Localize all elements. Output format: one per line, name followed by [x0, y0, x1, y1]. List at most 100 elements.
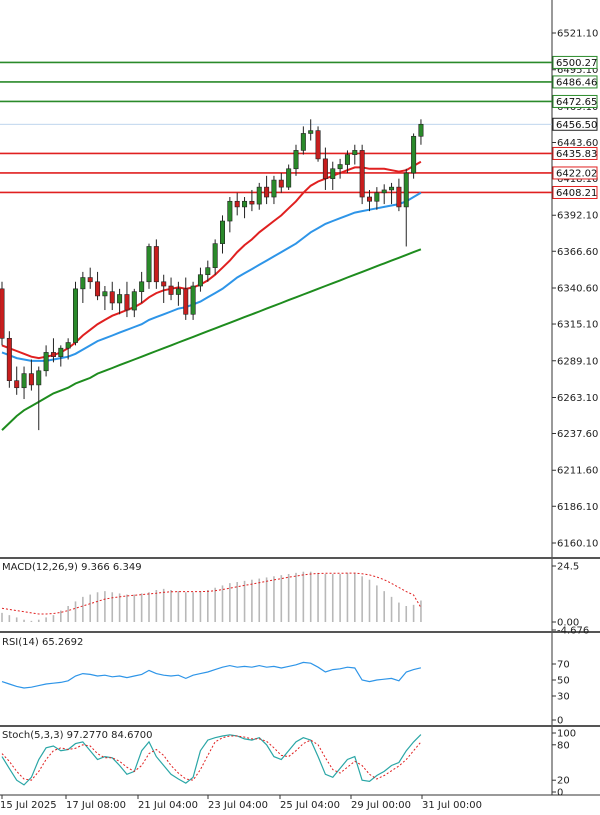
candle-body — [352, 150, 358, 155]
candle-body — [95, 281, 101, 297]
stoch-k-line — [1, 734, 422, 786]
candle-body — [65, 342, 71, 349]
macd-pane: MACD(12,26,9) 9.366 6.349 24.5 0.00-4.676 — [1, 562, 589, 637]
candle-body — [220, 220, 226, 244]
candle-body — [389, 186, 395, 191]
rsi-tick-label: 50 — [557, 676, 570, 687]
macd-label: MACD(12,26,9) 9.366 6.349 — [2, 562, 142, 573]
level-lines — [0, 61, 552, 194]
price-tick-label: 6418.10 — [557, 174, 598, 185]
price-tick-label: 6521.10 — [557, 29, 598, 40]
macd-tick-label: 24.5 — [557, 562, 579, 573]
candle-body — [293, 150, 299, 170]
price-tick-label: 6186.10 — [557, 502, 598, 513]
candle-body — [0, 288, 5, 339]
level-label-box — [552, 75, 598, 89]
candle-body — [21, 373, 27, 389]
candle-body — [168, 285, 174, 295]
stoch-label: Stoch(5,3,3) 97.2770 84.6700 — [2, 730, 153, 741]
price-tick-label: 6366.60 — [557, 247, 598, 258]
time-tick-label: 25 Jul 04:00 — [280, 800, 340, 811]
candle-body — [14, 380, 20, 389]
level-label-box — [552, 146, 598, 160]
price-tick-label: 6237.60 — [557, 429, 598, 440]
candle-body — [322, 158, 328, 179]
candlesticks — [0, 119, 424, 431]
candle-body — [300, 133, 306, 151]
candle-body — [73, 288, 79, 343]
rsi-pane: RSI(14) 65.2692 70 50 30 0 — [1, 637, 570, 727]
level-labels: 6500.27 6486.46 6472.65 6435.83 6422.02 6408.… — [552, 55, 598, 199]
level-label-box — [552, 55, 598, 69]
candle-body — [117, 294, 123, 304]
candle-body — [249, 200, 255, 205]
candle-body — [146, 246, 152, 283]
rsi-tick-label: 0 — [557, 716, 563, 727]
candle-body — [197, 274, 203, 287]
time-axis: 15 Jul 2025 17 Jul 08:00 21 Jul 04:00 23 Ju… — [0, 795, 482, 811]
candle-body — [315, 130, 321, 160]
candle-body — [109, 291, 115, 304]
candle-body — [374, 192, 380, 202]
time-tick-label: 29 Jul 00:00 — [351, 800, 411, 811]
candle-body — [396, 186, 402, 208]
candle-body — [102, 291, 108, 297]
rsi-tick-label: 70 — [557, 660, 570, 671]
rsi-line — [1, 661, 422, 689]
candle-body — [205, 267, 211, 276]
level-label: 6500.27 — [556, 58, 597, 69]
price-tick-label: 6160.10 — [557, 539, 598, 550]
candle-body — [271, 179, 277, 198]
time-tick-label: 17 Jul 08:00 — [66, 800, 126, 811]
rsi-tick-label: 30 — [557, 692, 570, 703]
price-tick-label: 6495.10 — [557, 65, 598, 76]
candle-body — [234, 200, 240, 208]
level-label-box — [552, 94, 598, 108]
candle-body — [58, 347, 64, 357]
time-tick-label: 15 Jul 2025 — [0, 800, 57, 811]
rsi-label: RSI(14) 65.2692 — [2, 637, 83, 648]
level-label: 6472.65 — [556, 97, 597, 108]
candle-body — [264, 186, 270, 198]
stoch-tick-label: 0 — [557, 788, 563, 799]
level-label: 6486.46 — [556, 77, 597, 88]
ma-blue-line — [1, 191, 422, 362]
level-label-box — [552, 166, 598, 180]
time-tick-label: 21 Jul 04:00 — [138, 800, 198, 811]
candle-body — [212, 243, 218, 268]
candle-body — [242, 200, 248, 208]
candle-body — [366, 196, 372, 202]
stoch-d-line — [1, 735, 422, 781]
price-tick-label: 6443.60 — [557, 138, 598, 149]
candle-body — [131, 291, 137, 311]
candle-body — [403, 172, 409, 208]
last-price-box — [552, 117, 598, 131]
candle-body — [359, 150, 365, 198]
level-label: 6408.21 — [556, 188, 597, 199]
candle-body — [183, 288, 189, 315]
candle-body — [308, 130, 314, 134]
macd-tick-label: 0.00 — [557, 618, 579, 629]
time-tick-label: 31 Jul 00:00 — [422, 800, 482, 811]
candle-body — [153, 246, 159, 283]
candle-body — [344, 154, 350, 165]
candle-body — [330, 168, 336, 179]
candle-body — [50, 352, 56, 357]
price-tick-label: 6392.10 — [557, 211, 598, 222]
candle-body — [286, 168, 292, 188]
time-tick-label: 23 Jul 04:00 — [208, 800, 268, 811]
stoch-tick-label: 100 — [557, 729, 576, 740]
price-tick-label: 6263.10 — [557, 393, 598, 404]
price-tick-label: 6289.10 — [557, 356, 598, 367]
macd-signal-line — [1, 572, 422, 615]
candle-body — [43, 352, 49, 372]
price-tick-label: 6315.10 — [557, 320, 598, 331]
candle-body — [278, 179, 284, 188]
candle-body — [175, 288, 181, 295]
price-tick-label: 6211.60 — [557, 466, 598, 477]
level-label: 6422.02 — [556, 168, 597, 179]
level-label: 6435.83 — [556, 149, 597, 160]
candle-body — [227, 200, 233, 222]
